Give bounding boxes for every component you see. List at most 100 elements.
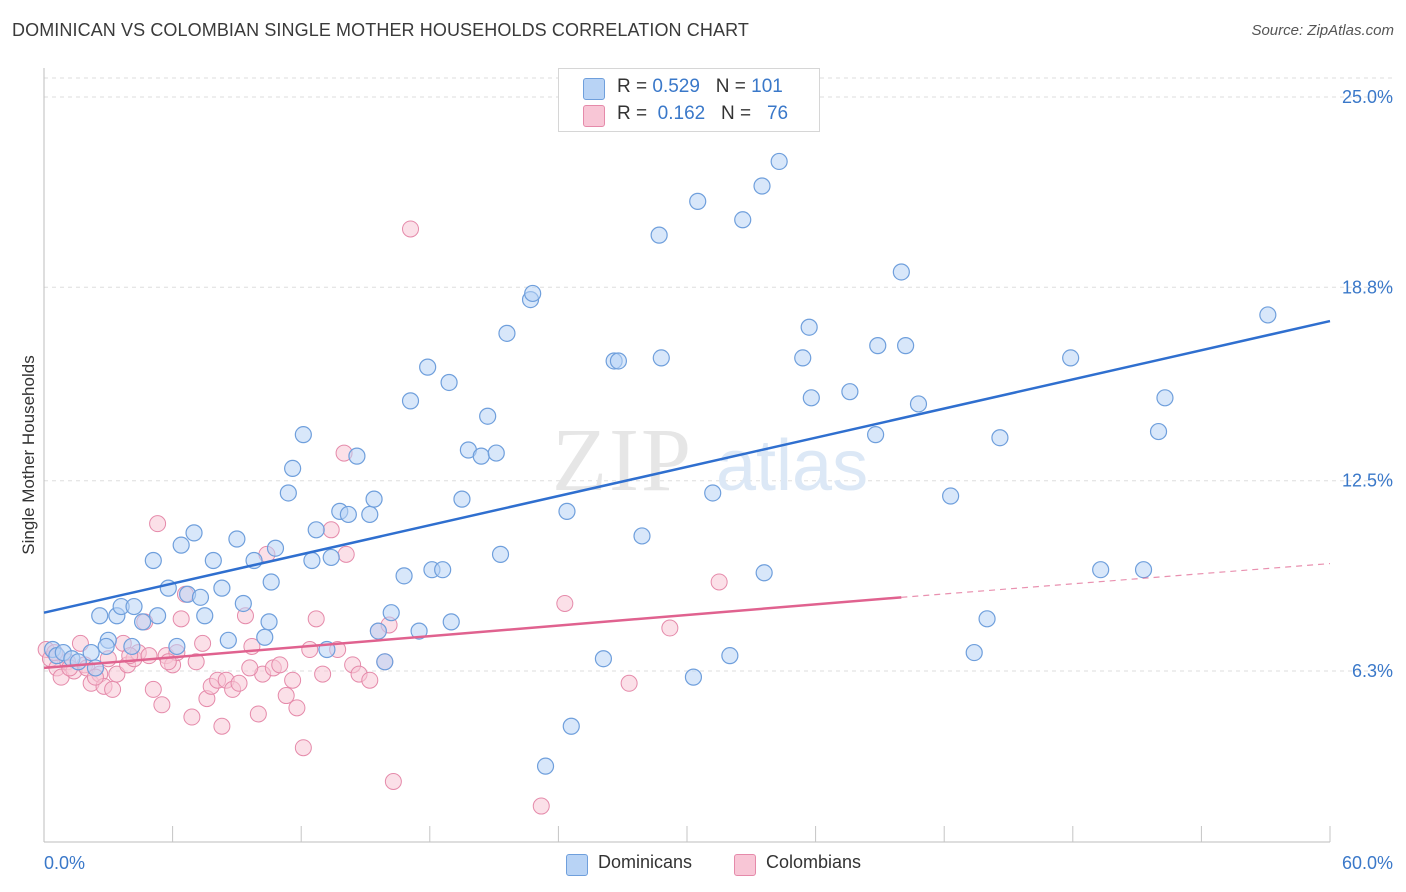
dominicans-swatch [566,854,588,876]
dominicans-point [185,524,203,542]
dominicans-point [684,668,703,686]
colombians-point [153,696,171,714]
dominicans-point [1259,306,1277,324]
colombians-point [402,220,420,238]
dominicans-point [909,395,928,413]
n-value: 101 [751,76,783,97]
colombians-point [104,680,122,698]
colombians-point [172,610,190,628]
dominicans-point [322,548,340,567]
dominicans-point [650,226,668,244]
dominicans-point [339,505,357,524]
dominicans-point [148,607,167,625]
trend-lines [43,319,1331,670]
dominicans-point [234,594,252,613]
dominicans-point [609,352,628,370]
colombians-point [301,641,319,659]
dominicans-point [562,717,580,735]
colombians-point [620,674,638,692]
dominicans-point [369,622,387,640]
dominicans-point [978,610,996,628]
dominicans-point [82,643,100,662]
x-tick-label: 0.0% [44,853,85,873]
dominicans-point [307,521,325,539]
dominicans-point [125,597,143,616]
dominicans-label: Dominicans [598,852,693,872]
colombians-point [288,699,306,717]
y-tick-label: 12.5% [1342,471,1393,491]
dominicans-point [419,358,437,376]
dominicans-point [401,392,420,410]
stats-legend: R = 0.529 N = 101 R = 0.162 N = 76 [558,68,820,132]
colombians-label: Colombians [766,852,862,872]
dominicans-point [479,407,497,425]
dominicans-point [800,318,818,336]
dominicans-point [1149,422,1168,441]
dominicans-point [260,613,278,631]
colombians-trend-line [43,596,902,670]
colombians-point [314,665,332,683]
dominicans-point [168,637,186,656]
watermark-zip: ZIP [552,411,693,510]
dominicans-point [753,177,771,195]
dominicans-point [294,426,312,444]
r-value: 0.529 [652,76,700,97]
colombians-point [384,773,402,791]
dominicans-point [440,373,458,392]
dominicans-point [652,349,670,367]
colombians-point [183,708,201,726]
watermark: ZIP atlas [552,411,868,510]
dominicans-point [348,447,366,465]
colombians-point [661,619,679,637]
blue-swatch [583,78,605,100]
dominicans-point [633,527,651,545]
pink-swatch [583,105,605,127]
dominicans-point [284,459,302,478]
dominicans-point [123,637,141,656]
y-axis-label: Single Mother Households [19,355,38,554]
dominicans-point [228,530,246,548]
dominicans-point [365,490,383,508]
x-axis [43,826,1331,843]
r-label: R = [617,103,653,124]
blue-points [43,152,1277,775]
dominicans-point [721,647,739,665]
dominicans-point [262,573,280,591]
colombians-point [144,680,162,698]
colombians-point [710,573,728,591]
dominicans-point [487,444,505,462]
dominicans-point [491,545,510,563]
dominicans-point [382,604,400,622]
n-label: N = [721,103,757,124]
colombians-point [249,705,267,723]
colombians-point [187,653,205,671]
dominicans-point [410,622,428,640]
watermark-atlas: atlas [716,426,868,506]
dominicans-point [869,337,887,355]
dominicans-point [196,607,214,625]
y-tick-label: 18.8% [1342,277,1393,297]
y-tick-labels: 6.3% 12.5% 18.8% 25.0% [1342,87,1393,681]
dominicans-point [279,484,297,502]
pink-points [37,220,728,815]
dominicans-point [558,502,576,520]
chart-title: DOMINICAN VS COLOMBIAN SINGLE MOTHER HOU… [12,20,749,40]
dominicans-point [689,192,707,210]
dominicans-point [734,211,752,229]
dominicans-point [472,447,490,465]
dominicans-point [204,551,222,570]
source-label: Source: ZipAtlas.com [1251,22,1394,39]
dominicans-point [434,561,452,579]
dominicans-point [213,579,231,597]
colombians-point [322,521,340,539]
dominicans-point [144,551,162,570]
dominicans-point [897,337,915,355]
y-tick-label: 6.3% [1352,661,1393,681]
colombians-point [194,634,212,652]
colombians-point [294,739,312,757]
colombians-swatch [734,854,756,876]
colombians-point [284,671,302,689]
dominicans-point [755,564,773,582]
colombians-point [556,594,574,612]
